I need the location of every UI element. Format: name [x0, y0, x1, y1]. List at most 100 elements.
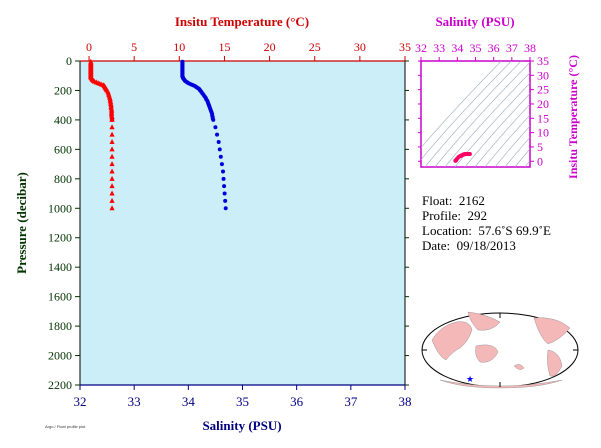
ts-salinity-tick-label: 33: [433, 41, 445, 55]
ts-temperature-tick-label: 35: [537, 54, 549, 68]
map-graticule: [422, 313, 578, 387]
salinity-axis-title: Salinity (PSU): [202, 418, 281, 433]
salinity-tick-label: 35: [236, 394, 249, 409]
main-plot-area: [79, 60, 406, 386]
ts-density-contour: [514, 148, 530, 167]
salinity-point: [221, 176, 226, 181]
temperature-tick-label: 25: [309, 40, 321, 54]
temperature-point: [109, 175, 115, 181]
temperature-point: [109, 124, 115, 130]
profile-row: Profile: 292: [422, 208, 551, 223]
ts-density-contour: [444, 72, 530, 167]
salinity-point: [218, 154, 223, 159]
ts-temperature-tick-label: 20: [537, 97, 549, 111]
temperature-tick-label: 20: [264, 40, 276, 54]
pressure-tick-label: 1200: [48, 231, 72, 245]
pressure-tick-label: 800: [54, 172, 72, 186]
pressure-axis: 0 200 400 600 800 1000 1200 1400 1600 1800 2000 220…: [48, 54, 409, 392]
ts-density-contour: [421, 61, 502, 149]
salinity-tick-label: 38: [399, 394, 412, 409]
temperature-tick-label: 35: [399, 40, 411, 54]
salinity-point: [219, 162, 224, 167]
temperature-point: [109, 139, 115, 144]
location-row: Location: 57.6˚S 69.9˚E: [422, 223, 551, 238]
ts-salinity-tick-label: 38: [524, 41, 536, 55]
salinity-point: [222, 191, 227, 196]
profile-value: 292: [467, 208, 488, 223]
ts-point: [467, 151, 472, 156]
pressure-tick-label: 2000: [48, 349, 72, 363]
temperature-point: [109, 190, 115, 196]
temperature-point: [109, 161, 115, 167]
temperature-point: [109, 146, 115, 152]
salinity-axis: 32 33 34 35 36 37 38: [74, 384, 412, 409]
pressure-tick-label: 1400: [48, 260, 72, 274]
ts-density-contour: [434, 61, 530, 167]
temperature-tick-label: 30: [354, 40, 366, 54]
ts-temperature-tick-label: 15: [537, 111, 549, 125]
ts-plot-area: [420, 60, 531, 168]
pressure-tick-label: 2200: [48, 378, 72, 392]
world-map: ★: [421, 311, 579, 389]
ts-density-contour: [464, 93, 530, 167]
ts-density-contour: [504, 136, 530, 167]
ts-temperature-tick-label: 25: [537, 83, 549, 97]
float-value: 2162: [458, 193, 485, 208]
temperature-tick-label: 0: [86, 40, 92, 54]
ts-temperature-tick-label: 0: [537, 154, 543, 168]
ts-salinity-title: Salinity (PSU): [435, 14, 514, 29]
ts-salinity-tick-label: 32: [415, 41, 427, 55]
salinity-point: [216, 140, 221, 144]
ts-temperature-tick-label: 5: [537, 140, 543, 154]
pressure-tick-label: 600: [54, 142, 72, 156]
ts-temperature-title: Insitu Temperature (°C): [566, 55, 580, 179]
temperature-point: [109, 205, 115, 211]
ts-density-contour: [421, 61, 512, 161]
salinity-point: [211, 117, 216, 122]
ts-salinity-tick-label: 37: [506, 41, 518, 55]
location-value: 57.6˚S 69.9˚E: [478, 223, 551, 238]
salinity-point: [223, 198, 228, 203]
temperature-series: [88, 58, 115, 211]
pressure-axis-title: Pressure (decibar): [14, 172, 29, 274]
ts-salinity-tick-label: 36: [488, 41, 500, 55]
credit-text: Argo / Float profile plot: [45, 424, 86, 429]
temperature-point: [109, 131, 115, 137]
salinity-tick-label: 37: [344, 394, 358, 409]
ts-density-contour: [484, 114, 530, 167]
location-label: Location:: [422, 223, 472, 238]
salinity-series: [180, 59, 228, 211]
salinity-tick-label: 33: [128, 394, 141, 409]
main-plot: 0 5 10 15 20 25 30 35 32 33 34 35 36 37 38 0 200 400 600…: [14, 14, 412, 433]
pressure-tick-label: 200: [54, 83, 72, 97]
ts-salinity-tick-label: 34: [451, 41, 463, 55]
salinity-point: [217, 147, 222, 152]
salinity-point: [215, 132, 220, 137]
temperature-point: [109, 183, 115, 189]
temperature-tick-label: 5: [131, 40, 137, 54]
temperature-tick-label: 10: [173, 40, 185, 54]
pressure-tick-label: 1800: [48, 319, 72, 333]
pressure-tick-label: 1000: [48, 201, 72, 215]
pressure-tick-label: 1600: [48, 290, 72, 304]
ts-density-contours: [421, 61, 530, 167]
float-label: Float:: [422, 193, 453, 208]
salinity-point: [213, 125, 218, 130]
salinity-point: [221, 169, 225, 174]
salinity-tick-label: 36: [290, 394, 304, 409]
pressure-tick-label: 400: [54, 113, 72, 127]
salinity-tick-label: 34: [182, 394, 196, 409]
salinity-point: [222, 184, 227, 189]
ts-density-contour: [454, 82, 530, 167]
float-info-panel: Float: 2162 Profile: 292 Location: 57.6˚…: [422, 193, 551, 253]
profile-label: Profile:: [422, 208, 461, 223]
map-land: [431, 311, 571, 389]
ts-temperature-tick-label: 30: [537, 68, 549, 82]
float-location-marker: ★: [466, 375, 474, 385]
salinity-tick-label: 32: [74, 394, 87, 409]
temperature-axis: 0 5 10 15 20 25 30 35: [80, 40, 411, 62]
temperature-point: [109, 168, 115, 174]
